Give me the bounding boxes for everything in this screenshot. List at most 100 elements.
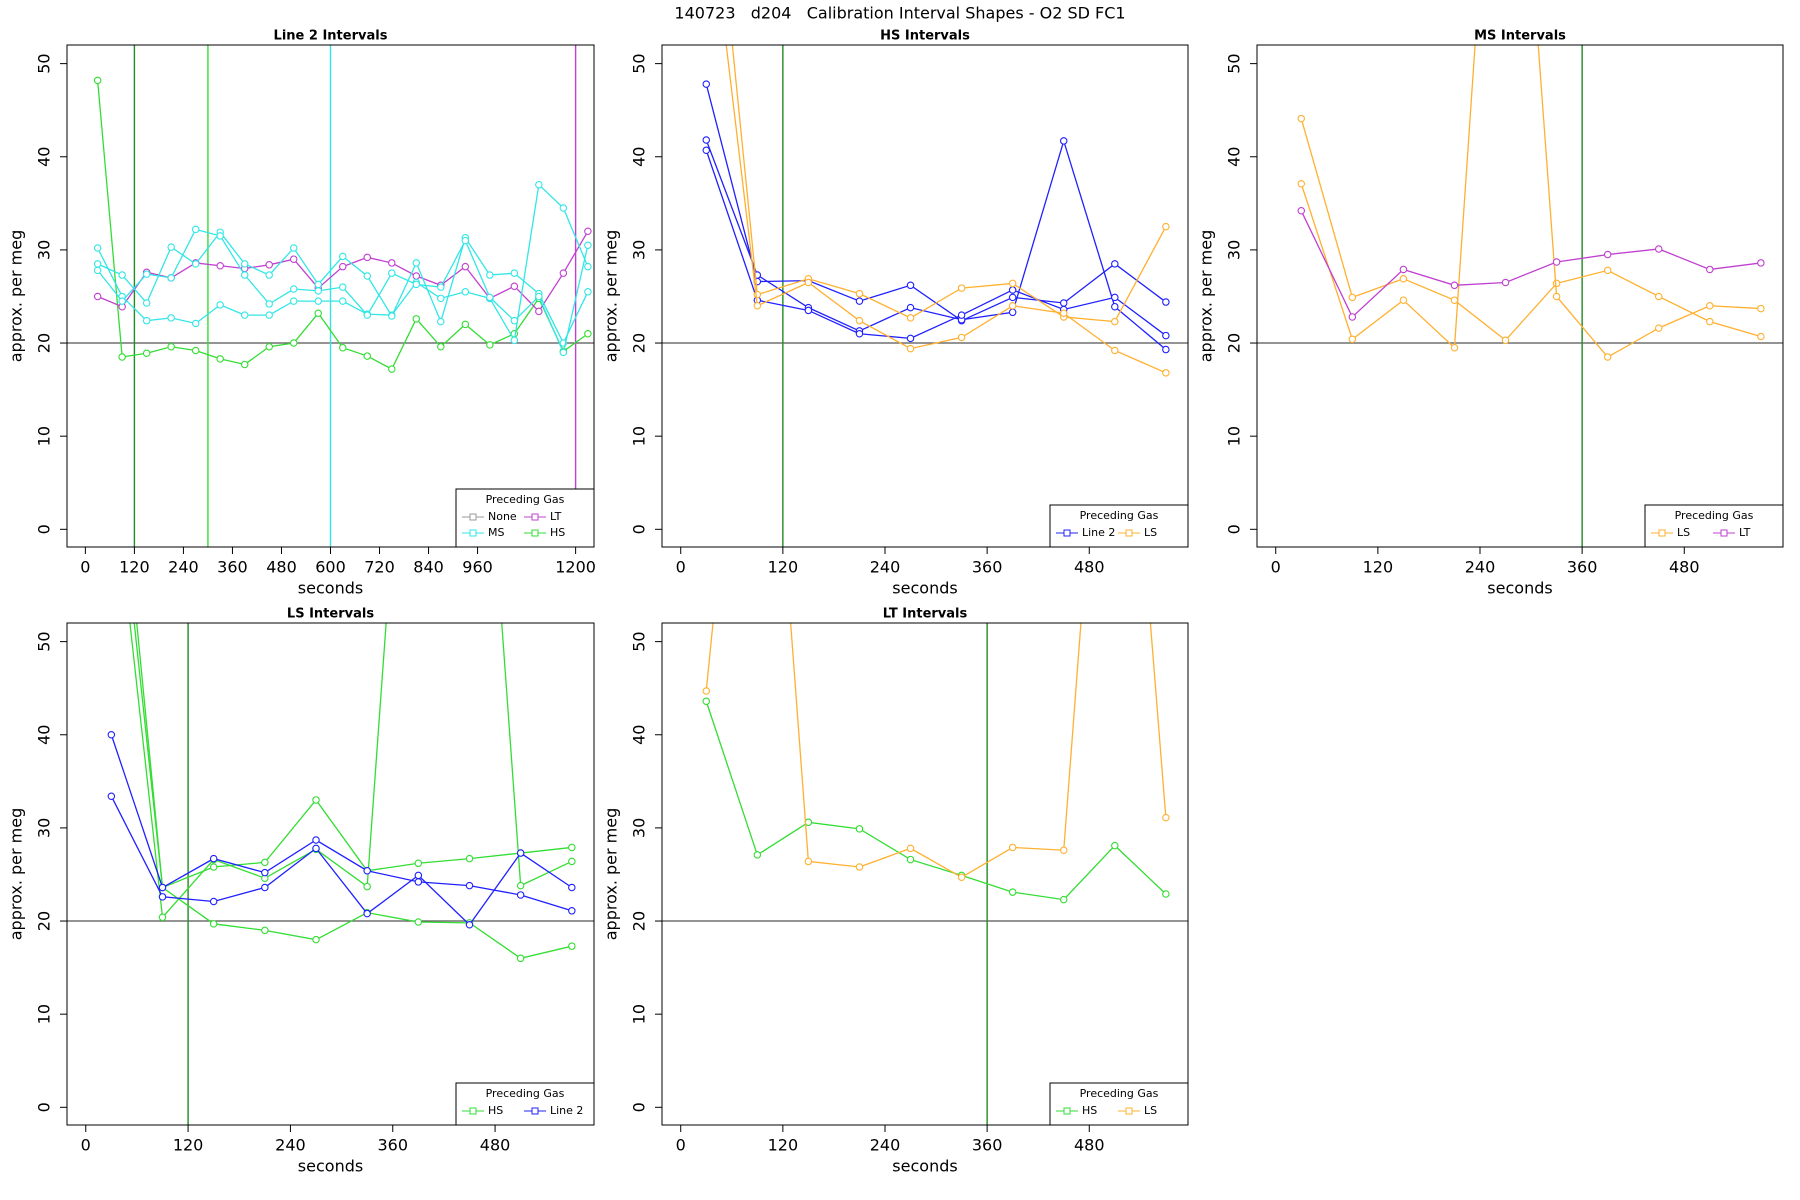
data-point (804, 278, 813, 287)
data-point (1008, 286, 1017, 294)
x-tick-label: 120 (768, 558, 799, 577)
series-line (129, 623, 573, 919)
data-point (437, 317, 445, 326)
plot-area (67, 45, 594, 547)
data-point (906, 344, 915, 353)
data-point (906, 844, 915, 853)
plot-area (662, 173, 1188, 1125)
y-tick-label: 0 (35, 524, 54, 534)
legend-symbol (1125, 529, 1133, 537)
data-point (1603, 353, 1612, 361)
series-line (110, 734, 573, 912)
data-point (584, 241, 592, 249)
data-point (855, 329, 864, 338)
data-point (412, 315, 421, 323)
data-point (158, 913, 167, 922)
y-axis-label: approx. per meg (1197, 230, 1216, 363)
panel: HS Intervals seconds approx. per meg 0 10 20 3… (602, 29, 1189, 598)
data-point (1111, 260, 1119, 268)
x-tick-label: 480 (266, 558, 297, 577)
data-point (1162, 222, 1170, 231)
data-point (753, 851, 762, 859)
data-point (1059, 309, 1068, 317)
data-point (437, 294, 445, 303)
data-point (1297, 180, 1306, 188)
y-tick-label: 20 (630, 333, 649, 353)
data-point (1603, 250, 1612, 259)
y-tick-label: 10 (35, 426, 54, 446)
data-point (535, 292, 543, 301)
data-point (261, 883, 269, 892)
legend-symbol (531, 1107, 539, 1115)
data-point (414, 918, 423, 926)
data-point (108, 359, 114, 365)
legend-title: Preceding Gas (1080, 1087, 1159, 1100)
data-point (265, 261, 273, 269)
data-point (486, 341, 494, 349)
data-point (1162, 345, 1170, 354)
data-point (516, 954, 525, 963)
data-point (1399, 265, 1408, 274)
y-tick-label: 0 (1225, 524, 1244, 534)
data-point (289, 339, 298, 347)
y-axis-label: approx. per meg (602, 230, 621, 363)
data-point (339, 283, 347, 291)
data-point (289, 255, 298, 263)
y-tick-label: 30 (1225, 240, 1244, 260)
series-line (110, 795, 573, 926)
x-tick-label: 240 (1465, 558, 1496, 577)
legend: Preceding Gas None LT MS HS (455, 488, 595, 548)
data-point (702, 697, 711, 705)
legend-label: LS (1144, 526, 1157, 539)
data-point (906, 855, 915, 864)
legend-label: LS (1677, 526, 1690, 539)
legend-symbol (1658, 529, 1666, 537)
x-tick-label: 120 (173, 1136, 204, 1155)
data-point (1757, 259, 1765, 267)
data-point (855, 316, 864, 325)
data-point (339, 262, 347, 271)
data-point (240, 260, 249, 268)
x-tick-label: 480 (480, 1136, 511, 1155)
data-point (1552, 279, 1561, 288)
legend-label: HS (1082, 1104, 1097, 1117)
data-point (363, 882, 371, 891)
data-point (1008, 293, 1017, 302)
panel: MS Intervals seconds approx. per meg 0 10 20 3… (1197, 29, 1784, 598)
data-point (414, 871, 423, 880)
data-point (1297, 114, 1306, 123)
legend: Preceding Gas HS Line 2 (455, 1082, 595, 1126)
y-tick-label: 20 (35, 333, 54, 353)
data-point (584, 262, 592, 271)
data-point (1008, 888, 1017, 896)
y-tick-label: 50 (1225, 53, 1244, 73)
data-point (265, 300, 273, 308)
data-point (486, 293, 494, 302)
data-point (93, 76, 102, 85)
data-point (1654, 292, 1663, 301)
panel-title: Line 2 Intervals (274, 29, 388, 44)
data-point (216, 301, 224, 309)
legend: Preceding Gas HS LS (1049, 1082, 1189, 1126)
data-point (754, 173, 760, 179)
x-tick-label: 840 (413, 558, 444, 577)
data-point (209, 920, 218, 928)
data-point (559, 204, 568, 212)
data-point (568, 883, 576, 892)
data-point (314, 297, 322, 305)
data-point (702, 146, 711, 154)
x-tick-label: 480 (1074, 1136, 1105, 1155)
x-axis-label: seconds (298, 1157, 363, 1176)
data-point (1501, 336, 1510, 344)
data-point (339, 297, 347, 305)
y-tick-label: 20 (630, 911, 649, 931)
data-point (1757, 332, 1765, 341)
data-point (167, 274, 175, 282)
data-point (167, 314, 175, 322)
legend-label: MS (488, 526, 504, 539)
data-point (412, 272, 421, 280)
y-axis-label: approx. per meg (7, 230, 26, 363)
y-tick-label: 10 (1225, 426, 1244, 446)
panel-title: LS Intervals (287, 607, 374, 622)
legend-label: Line 2 (550, 1104, 583, 1117)
